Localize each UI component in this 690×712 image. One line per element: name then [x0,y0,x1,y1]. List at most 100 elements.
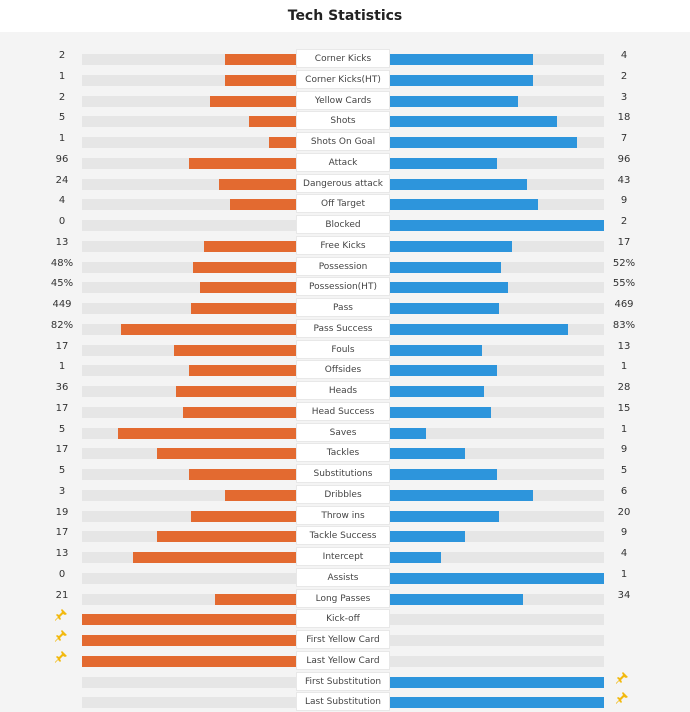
stat-label: Possession(HT) [296,277,390,297]
home-track [82,655,296,667]
stat-row: 45% Possession(HT) 55% [0,276,690,297]
away-value: 1 [620,568,628,580]
stat-row: 17 Tackles 9 [0,442,690,463]
away-bar [390,552,442,563]
away-track [390,240,604,252]
away-value: 96 [617,153,631,165]
home-value: 1 [58,70,66,82]
away-track [390,552,604,563]
away-value: 9 [620,195,628,207]
home-track [82,697,296,709]
home-value: 0 [58,568,66,580]
stat-label: Dribbles [296,484,390,504]
away-value: 20 [617,506,631,518]
stat-label: Tackles [296,443,390,463]
away-track [390,676,604,688]
home-value: 5 [58,112,66,124]
home-value: 24 [55,174,69,186]
away-track [390,531,604,543]
away-value: 7 [620,133,628,144]
stat-label: Shots On Goal [296,132,390,151]
home-value: 36 [55,382,69,393]
home-track [82,344,296,356]
home-value: 21 [55,589,69,601]
away-value: 52% [612,257,636,269]
home-value: 5 [58,465,66,476]
home-bar [133,552,296,563]
stat-row: 2 Corner Kicks 4 [0,48,690,69]
pin-icon [55,630,69,644]
stat-label: Assists [296,567,390,587]
away-value: 43 [617,174,631,186]
away-value: 1 [620,423,628,435]
stat-row: 0 Assists 1 [0,567,690,588]
home-bar [82,614,296,626]
home-value: 17 [55,402,69,414]
home-track [82,116,296,128]
away-track [390,199,604,211]
home-track [82,552,296,563]
home-track [82,406,296,418]
home-bar [248,116,296,128]
away-track [390,427,604,439]
page-title: Tech Statistics [287,8,403,24]
stat-label: Off Target [296,194,390,214]
home-bar [182,406,296,418]
stat-row: 1 Corner Kicks(HT) 2 [0,69,690,90]
away-track [390,261,604,273]
stat-row: Last Yellow Card [0,650,690,671]
away-value: 4 [620,50,628,61]
away-track [390,74,604,86]
home-track [82,282,296,294]
away-value: 2 [620,70,628,82]
stat-label: Pass [296,298,390,317]
away-bar [390,74,534,86]
home-value: 45% [50,278,74,290]
stat-row: First Yellow Card [0,629,690,650]
pin-icon [55,650,69,665]
away-bar [390,531,465,543]
stat-row: 1 Offsides 1 [0,359,690,380]
stat-label: Last Yellow Card [296,650,390,670]
stat-row: 3 Dribbles 6 [0,484,690,505]
away-value: 4 [620,548,628,559]
header-bar [0,0,690,32]
home-bar [156,448,296,460]
away-value: 5 [620,465,628,476]
home-value: 17 [55,340,69,352]
away-value: 2 [620,216,628,227]
stat-label: Yellow Cards [296,90,390,110]
stat-row: 36 Heads 28 [0,380,690,401]
away-track [390,386,604,397]
home-bar [156,531,296,543]
away-bar [390,676,604,688]
home-track [82,178,296,190]
home-track [82,261,296,273]
home-value: 17 [55,444,69,456]
away-track [390,448,604,460]
home-track [82,510,296,522]
home-track [82,240,296,252]
away-value: 1 [620,361,628,373]
away-track [390,157,604,169]
away-bar [390,365,497,377]
stat-label: Fouls [296,339,390,359]
away-bar [390,469,497,480]
away-track [390,489,604,501]
stat-row: 96 Attack 96 [0,152,690,173]
home-track [82,676,296,688]
away-track [390,116,604,128]
home-value: 2 [58,91,66,103]
home-bar [189,469,296,480]
away-bar [390,697,604,709]
home-bar [176,386,296,397]
away-bar [390,448,465,460]
away-track [390,344,604,356]
home-value: 1 [58,361,66,373]
home-bar [191,510,296,522]
home-track [82,593,296,605]
home-track [82,572,296,584]
away-value: 3 [620,91,628,103]
away-value: 83% [612,319,636,331]
away-track [390,572,604,584]
